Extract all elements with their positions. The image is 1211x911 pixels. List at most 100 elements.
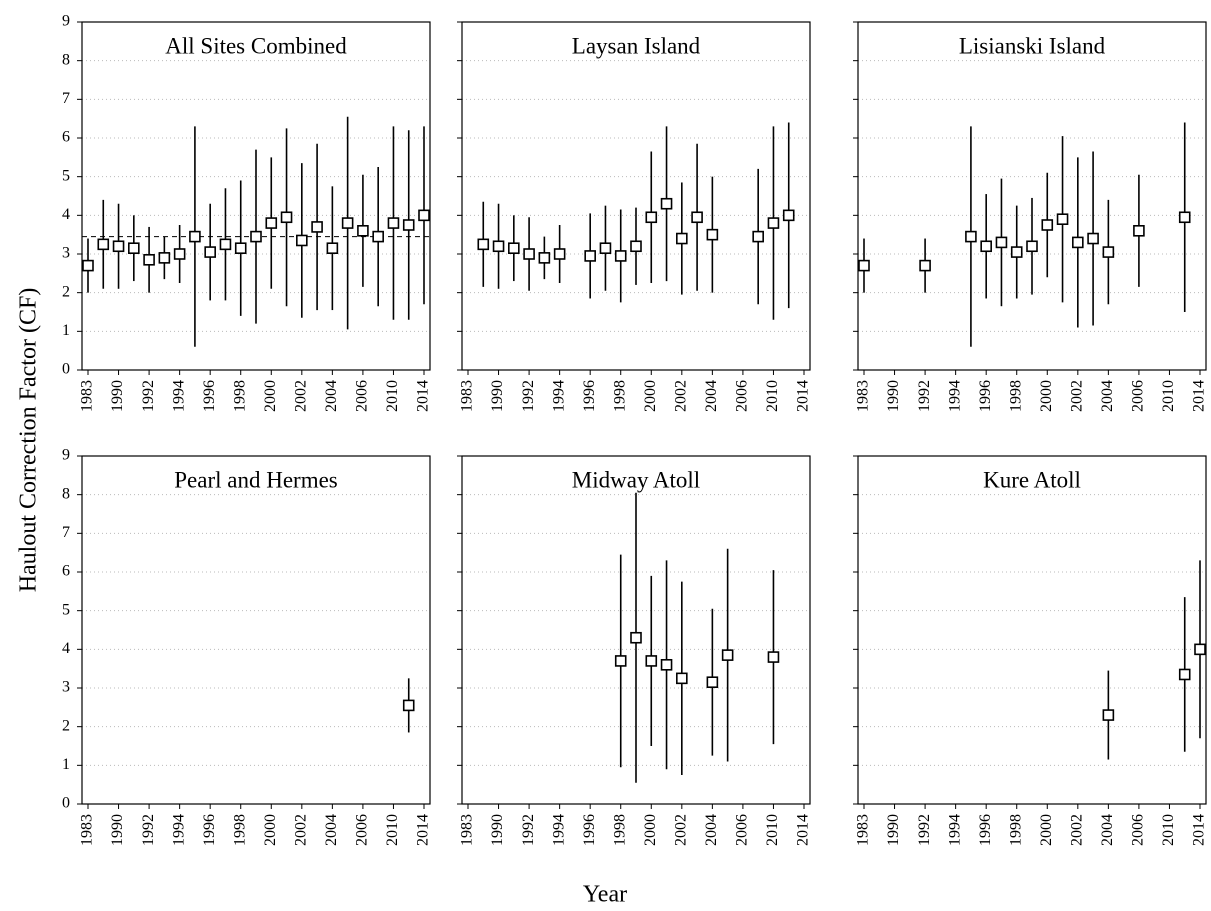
y-tick-label: 5 (62, 167, 70, 184)
x-tick-label: 1992 (916, 380, 933, 412)
x-tick-label: 1996 (201, 814, 218, 846)
marker (1026, 240, 1038, 253)
x-tick-label: 1996 (581, 380, 598, 412)
marker (97, 238, 110, 251)
marker (477, 238, 490, 251)
panel-title: Laysan Island (572, 33, 701, 58)
y-tick-label: 5 (62, 601, 70, 618)
marker (280, 211, 293, 224)
marker (1194, 643, 1206, 656)
marker (599, 242, 612, 254)
marker (614, 655, 627, 667)
x-tick-label: 1983 (459, 380, 476, 412)
y-tick-label: 4 (62, 206, 70, 223)
x-tick-label: 2000 (642, 380, 659, 412)
marker (1133, 225, 1145, 237)
x-tick-label: 1990 (885, 814, 902, 846)
marker (691, 211, 703, 224)
x-tick-label: 2006 (1130, 380, 1147, 412)
x-tick-label: 1996 (581, 814, 598, 846)
plot-frame (81, 21, 431, 371)
marker (296, 234, 308, 247)
x-tick-label: 1983 (459, 814, 476, 846)
marker (980, 240, 992, 253)
x-tick-label: 2004 (323, 814, 340, 846)
marker (858, 259, 870, 272)
y-tick-label: 2 (62, 717, 70, 734)
x-tick-label: 1983 (79, 380, 96, 412)
x-tick-label: 2006 (1130, 814, 1147, 846)
x-tick-label: 2002 (292, 814, 309, 846)
x-tick-label: 2004 (1099, 814, 1116, 846)
x-tick-label: 2014 (795, 814, 812, 846)
marker (418, 209, 430, 222)
x-tick-label: 2014 (1191, 380, 1208, 412)
y-tick-label: 6 (62, 563, 70, 580)
x-tick-label: 2000 (642, 814, 659, 846)
x-tick-label: 1996 (977, 814, 994, 846)
marker (82, 259, 94, 272)
x-tick-label: 1994 (946, 814, 963, 846)
marker (112, 240, 125, 253)
x-tick-label: 2010 (764, 814, 781, 846)
y-tick-label: 7 (62, 524, 70, 541)
x-tick-label: 2006 (734, 380, 751, 412)
marker (158, 252, 171, 264)
marker (341, 217, 354, 229)
marker (1178, 211, 1191, 224)
x-tick-label: 1990 (885, 380, 902, 412)
x-tick-label: 2002 (672, 814, 689, 846)
marker (752, 230, 764, 243)
x-tick-label: 2000 (1038, 814, 1055, 846)
x-tick-label: 1998 (231, 380, 248, 412)
x-tick-label: 1994 (170, 380, 187, 412)
x-tick-label: 2006 (734, 814, 751, 846)
marker (584, 250, 596, 262)
x-tick-label: 2000 (262, 814, 279, 846)
marker (721, 649, 734, 661)
x-tick-label: 1994 (550, 814, 567, 846)
marker (767, 651, 780, 663)
x-tick-label: 2002 (1068, 814, 1085, 846)
x-tick-label: 2010 (764, 380, 781, 412)
marker (357, 225, 369, 237)
x-tick-label: 2002 (1068, 380, 1085, 412)
y-tick-label: 4 (62, 640, 70, 657)
x-tick-label: 2004 (703, 814, 720, 846)
marker (706, 676, 719, 689)
marker (143, 254, 155, 266)
x-tick-label: 1990 (489, 380, 506, 412)
marker (1087, 232, 1099, 245)
marker (660, 658, 673, 671)
x-tick-label: 2004 (1099, 380, 1116, 412)
y-tick-label: 8 (62, 51, 70, 68)
marker (372, 230, 384, 243)
marker (676, 232, 688, 245)
x-tick-label: 2002 (292, 380, 309, 412)
panel-title: All Sites Combined (165, 33, 347, 58)
marker (553, 248, 566, 260)
x-tick-label: 1996 (977, 380, 994, 412)
marker (614, 250, 627, 262)
marker (1102, 709, 1115, 721)
x-tick-label: 2010 (1160, 380, 1177, 412)
x-tick-label: 2010 (384, 814, 401, 846)
y-tick-label: 7 (62, 90, 70, 107)
x-tick-label: 1990 (109, 814, 126, 846)
x-tick-label: 2010 (1160, 814, 1177, 846)
y-tick-label: 9 (62, 447, 70, 464)
x-tick-label: 1992 (520, 814, 537, 846)
y-tick-label: 1 (62, 756, 70, 773)
marker (706, 228, 719, 241)
plot-frame (857, 455, 1207, 805)
x-tick-label: 1998 (1007, 814, 1024, 846)
marker (1056, 213, 1069, 225)
marker (1010, 246, 1023, 258)
x-tick-label: 2014 (415, 380, 432, 412)
marker (645, 655, 658, 667)
marker (189, 230, 201, 243)
x-tick-label: 1998 (1007, 380, 1024, 412)
x-tick-label: 2010 (384, 380, 401, 412)
x-axis-label: Year (583, 882, 627, 908)
